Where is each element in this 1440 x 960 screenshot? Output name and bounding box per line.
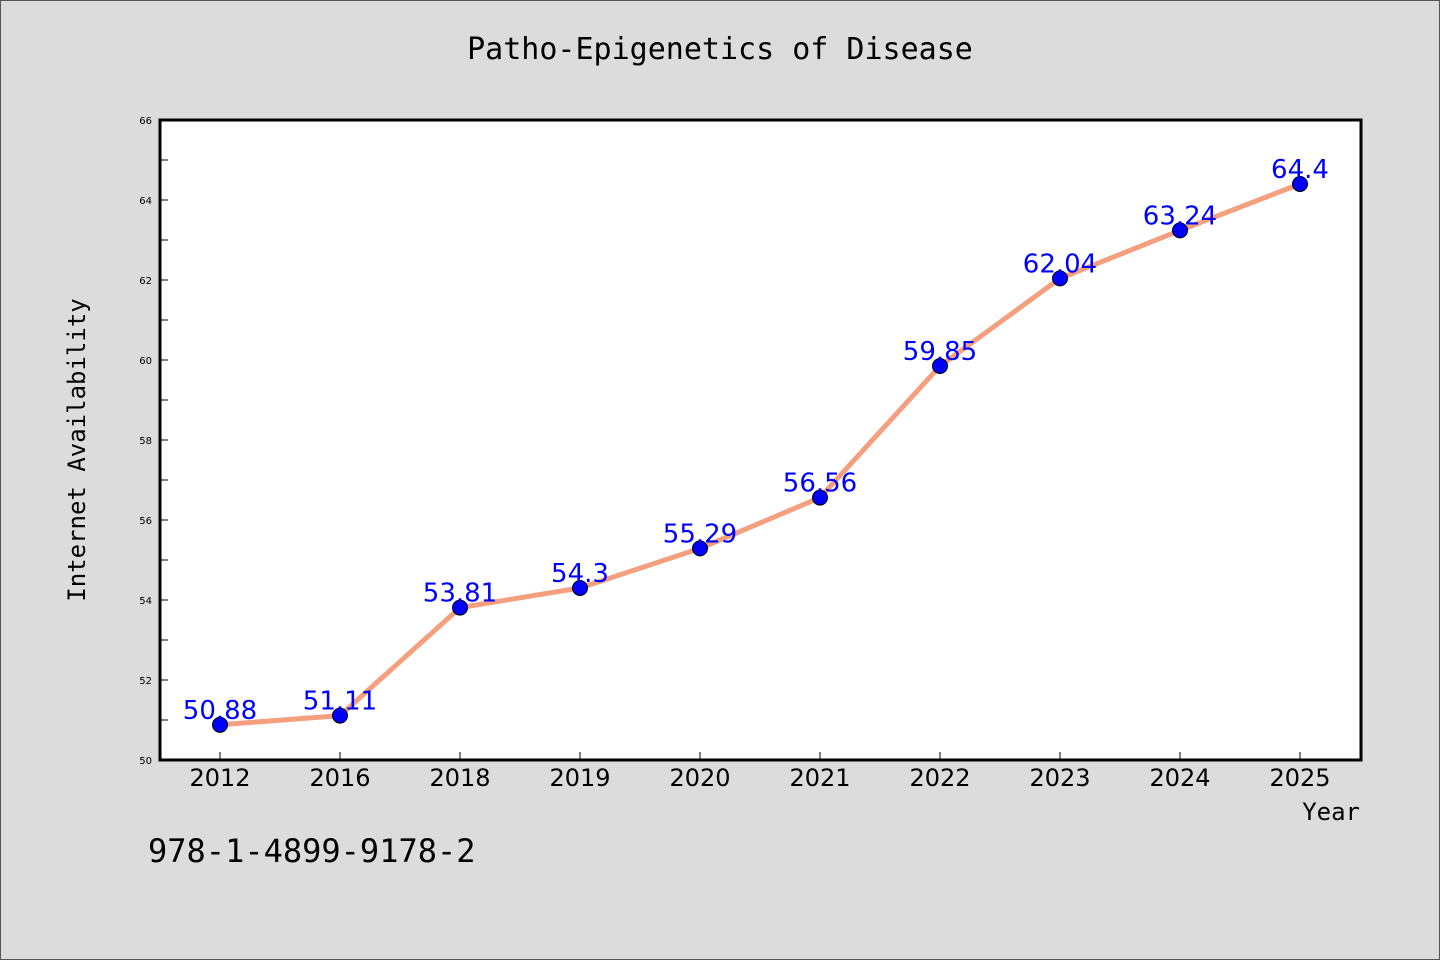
data-label: 64.4	[1271, 155, 1329, 185]
x-tick-label: 2019	[549, 764, 610, 792]
x-tick-label: 2023	[1029, 764, 1090, 792]
x-tick-label: 2020	[669, 764, 730, 792]
data-label: 56.56	[783, 469, 857, 499]
x-tick-label: 2012	[189, 764, 250, 792]
x-axis-label: Year	[1302, 798, 1360, 826]
series-line	[219, 181, 1301, 728]
y-tick-label: 56	[139, 516, 152, 527]
y-tick-label: 50	[139, 756, 152, 767]
series-layer	[212, 176, 1308, 733]
y-tick-label: 66	[139, 116, 152, 127]
data-point	[932, 358, 948, 374]
data-point	[332, 707, 348, 724]
plot-area	[158, 118, 1363, 762]
data-point	[1172, 222, 1188, 239]
x-tick-label: 2016	[309, 764, 370, 792]
x-axis: 2012 2016 2018 2019 2020 2021 2022 2023 2024 2025	[189, 752, 1331, 792]
data-label: 63.24	[1143, 201, 1217, 231]
y-tick-label: 60	[139, 356, 152, 367]
data-point	[1292, 176, 1308, 192]
y-axis: 50 52 54 56 58 60 62 64 66	[139, 116, 168, 767]
data-point	[1052, 270, 1068, 287]
chart-title: Patho-Epigenetics of Disease	[467, 32, 973, 67]
data-point	[692, 540, 708, 557]
y-tick-label: 52	[139, 676, 152, 687]
y-tick-label: 58	[139, 436, 152, 447]
x-tick-label: 2021	[789, 764, 850, 792]
data-point	[452, 599, 468, 616]
data-label: 50.88	[183, 696, 257, 726]
data-point	[212, 716, 228, 733]
data-label: 53.81	[423, 579, 497, 609]
x-tick-label: 2022	[909, 764, 970, 792]
data-label: 62.04	[1023, 249, 1097, 279]
x-tick-label: 2024	[1149, 764, 1210, 792]
y-tick-label: 54	[139, 596, 152, 607]
data-label: 59.85	[903, 337, 977, 367]
data-label: 55.29	[663, 519, 737, 549]
data-point	[812, 489, 828, 506]
x-tick-label: 2025	[1269, 764, 1330, 792]
isbn-text: 978-1-4899-9178-2	[148, 832, 476, 870]
y-tick-label: 64	[139, 196, 152, 207]
data-label: 51.11	[303, 687, 377, 717]
y-axis-label: Internet Availability	[63, 298, 91, 601]
data-point	[572, 580, 588, 596]
y-tick-label: 62	[139, 276, 152, 287]
data-label-layer: 50.88 51.11 53.81 54.3 55.29 56.56 59.85 62.04 6…	[183, 155, 1329, 726]
data-label: 54.3	[551, 559, 609, 589]
x-tick-label: 2018	[429, 764, 490, 792]
